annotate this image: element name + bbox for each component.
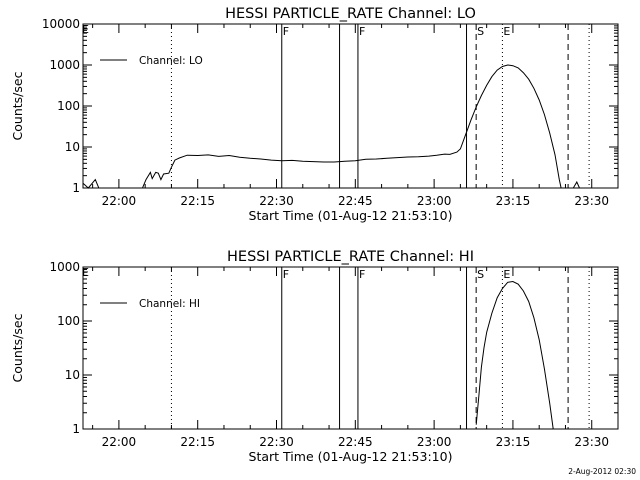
- y-tick-label: 100: [57, 314, 80, 328]
- event-marker-label: S: [477, 268, 484, 281]
- chart-title: HESSI PARTICLE_RATE Channel: HI: [227, 249, 474, 265]
- x-tick-label: 22:30: [259, 435, 294, 449]
- lo-channel-panel: HESSI PARTICLE_RATE Channel: LO Start Tim…: [10, 6, 619, 223]
- chart-title: HESSI PARTICLE_RATE Channel: LO: [225, 6, 476, 22]
- x-tick-label: 22:00: [102, 435, 137, 449]
- event-marker-label: S: [477, 25, 484, 38]
- x-tick-label: 22:00: [102, 194, 137, 208]
- x-tick-label: 23:15: [496, 194, 531, 208]
- legend-label: Channel: HI: [139, 298, 200, 310]
- x-tick-label: 23:30: [574, 435, 609, 449]
- x-tick-label: 22:45: [338, 194, 373, 208]
- series-line-channel-hi: [475, 280, 554, 430]
- x-axis-label: Start Time (01-Aug-12 21:53:10): [249, 208, 453, 223]
- y-tick-label: 1: [72, 422, 80, 436]
- event-marker-label: F: [359, 268, 365, 281]
- x-tick-label: 22:45: [338, 435, 373, 449]
- y-tick-label: 10: [65, 368, 80, 382]
- x-axis-label: Start Time (01-Aug-12 21:53:10): [249, 449, 453, 464]
- plot-frame: [82, 23, 619, 189]
- timestamp-stamp: 2-Aug-2012 02:30: [568, 467, 636, 476]
- hi-channel-panel: HESSI PARTICLE_RATE Channel: HI Start Tim…: [10, 249, 619, 464]
- event-marker-label: E: [503, 25, 510, 38]
- x-tick-label: 22:15: [180, 435, 215, 449]
- plot-frame: [82, 266, 619, 430]
- x-tick-label: 22:15: [180, 194, 215, 208]
- series-line-channel-lo: [82, 64, 580, 189]
- corner-marker-label: E: [82, 23, 89, 36]
- event-marker-label: F: [283, 268, 289, 281]
- y-tick-label: 100: [57, 99, 80, 113]
- y-axis-label: Counts/sec: [10, 313, 25, 382]
- y-tick-label: 10: [65, 140, 80, 154]
- event-marker-label: F: [359, 25, 365, 38]
- legend-label: Channel: LO: [139, 55, 203, 67]
- y-tick-label: 1000: [49, 260, 80, 274]
- event-marker-label: E: [503, 268, 510, 281]
- y-tick-label: 1: [72, 181, 80, 195]
- x-tick-label: 23:00: [417, 194, 452, 208]
- x-tick-label: 23:00: [417, 435, 452, 449]
- event-marker-label: F: [283, 25, 289, 38]
- y-axis-label: Counts/sec: [10, 71, 25, 140]
- x-tick-label: 22:30: [259, 194, 294, 208]
- x-tick-label: 23:30: [574, 194, 609, 208]
- x-tick-label: 23:15: [496, 435, 531, 449]
- corner-marker-label: E: [82, 266, 89, 279]
- y-tick-label: 10000: [42, 17, 80, 31]
- y-tick-label: 1000: [49, 58, 80, 72]
